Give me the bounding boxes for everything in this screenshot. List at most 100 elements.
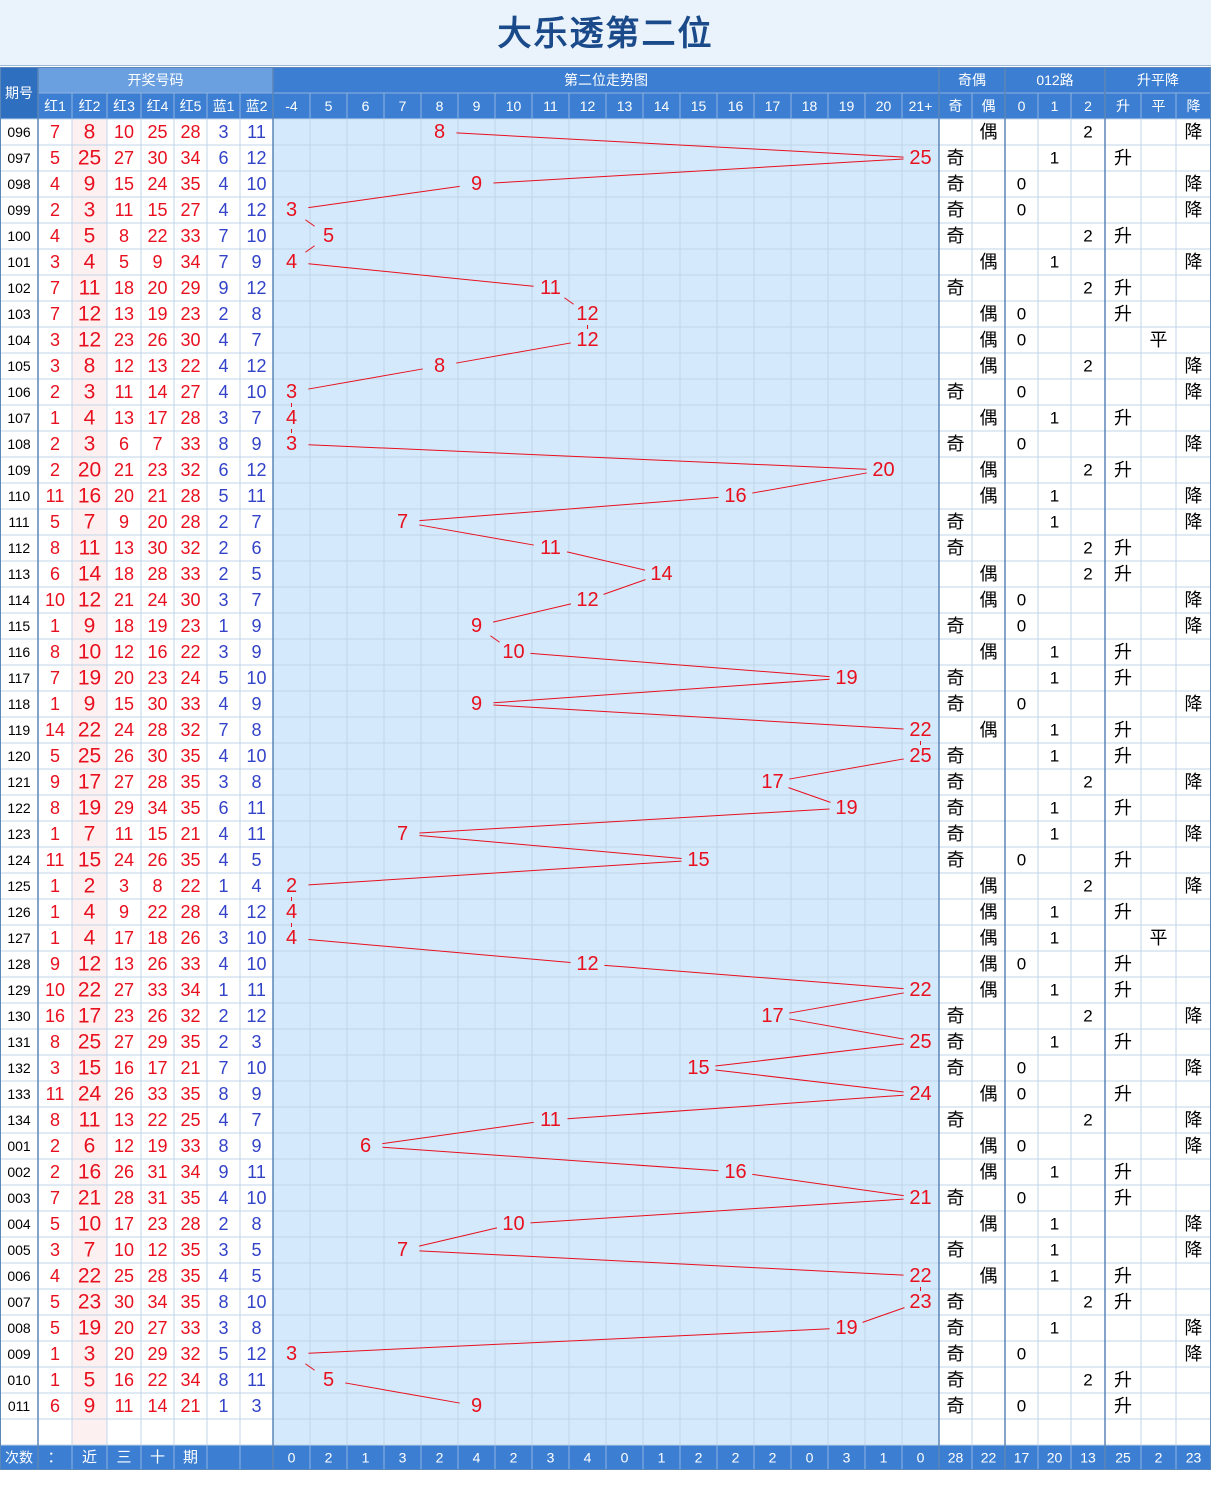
red-ball-cell: 35: [180, 746, 200, 766]
period-cell: 105: [7, 358, 31, 374]
odd-even-mark: 奇: [947, 174, 965, 194]
blue-ball-cell: 7: [218, 252, 228, 272]
red-ball-cell: 33: [180, 564, 200, 584]
blue-ball-cell: 9: [251, 434, 261, 454]
red2-cell: 21: [78, 1187, 101, 1210]
red-ball-cell: 13: [114, 408, 134, 428]
period-cell: 103: [7, 306, 31, 322]
red-ball-cell: 13: [114, 954, 134, 974]
red-ball-cell: 20: [114, 1318, 134, 1338]
road-012-mark: 2: [1083, 461, 1092, 480]
red-ball-cell: 30: [147, 538, 167, 558]
red-ball-cell: 13: [114, 1110, 134, 1130]
red-ball-cell: 9: [50, 772, 60, 792]
blue-ball-cell: 5: [218, 486, 228, 506]
trend-point: 6: [360, 1135, 371, 1157]
period-cell: 005: [7, 1242, 31, 1258]
blue-ball-cell: 8: [251, 1318, 261, 1338]
period-cell: 009: [7, 1346, 31, 1362]
red-ball-cell: 11: [46, 486, 65, 506]
odd-even-mark: 偶: [980, 954, 998, 974]
trend-point: 16: [724, 1161, 746, 1183]
rise-fall-mark: 降: [1185, 512, 1203, 532]
period-cell: 123: [7, 826, 31, 842]
rise-fall-mark: 升: [1114, 1396, 1132, 1416]
header-oe-col: 偶: [982, 98, 996, 114]
red-ball-cell: 35: [180, 772, 200, 792]
blue-ball-cell: 4: [218, 330, 228, 350]
red-ball-cell: 3: [119, 876, 129, 896]
trend-point: 4: [286, 407, 297, 429]
red2-cell: 6: [84, 1135, 96, 1158]
trend-point: 4: [286, 901, 297, 923]
red-ball-cell: 27: [114, 772, 134, 792]
header-odd-even: 奇偶: [958, 72, 986, 88]
red-ball-cell: 6: [50, 564, 60, 584]
trend-segment: [345, 1382, 460, 1404]
footer-count: 22: [981, 1450, 997, 1466]
trend-point: 25: [909, 1031, 931, 1053]
blue-ball-cell: 8: [218, 1370, 228, 1390]
red-ball-cell: 27: [180, 382, 200, 402]
red-ball-cell: 30: [180, 330, 200, 350]
road-012-mark: 0: [1017, 1189, 1026, 1208]
road-012-mark: 1: [1050, 513, 1059, 532]
footer-count: 2: [695, 1450, 703, 1466]
blue-ball-cell: 3: [218, 590, 228, 610]
blue-ball-cell: 2: [218, 1032, 228, 1052]
red-ball-cell: 34: [180, 1370, 200, 1390]
red-ball-cell: 14: [147, 382, 167, 402]
odd-even-mark: 奇: [947, 200, 965, 220]
trend-segment: [419, 808, 830, 834]
trend-segment: [308, 1328, 830, 1354]
blue-ball-cell: 12: [246, 356, 266, 376]
header-numbers: 开奖号码: [128, 72, 184, 88]
blue-ball-cell: 4: [218, 746, 228, 766]
period-cell: 001: [7, 1138, 31, 1154]
red-ball-cell: 30: [147, 148, 167, 168]
footer-count: 28: [948, 1450, 964, 1466]
red-ball-cell: 1: [50, 928, 60, 948]
trend-point: 10: [502, 641, 524, 663]
odd-even-mark: 奇: [947, 1058, 965, 1078]
rise-fall-mark: 升: [1114, 304, 1132, 324]
blue-ball-cell: 3: [218, 642, 228, 662]
rise-fall-mark: 降: [1185, 356, 1203, 376]
red-ball-cell: 13: [114, 304, 134, 324]
red-ball-cell: 1: [50, 1344, 60, 1364]
footer-label: 次数: [5, 1450, 33, 1466]
red-ball-cell: 28: [180, 122, 200, 142]
trend-point: 8: [434, 121, 445, 143]
red-ball-cell: 3: [50, 1058, 60, 1078]
header-ball-col: 蓝2: [246, 98, 268, 114]
trend-point: 19: [835, 797, 857, 819]
red-ball-cell: 35: [180, 174, 200, 194]
red-ball-cell: 19: [147, 304, 167, 324]
red2-cell: 22: [78, 979, 101, 1002]
red-ball-cell: 17: [114, 1214, 134, 1234]
blue-ball-cell: 3: [251, 1396, 261, 1416]
rise-fall-mark: 升: [1114, 1292, 1132, 1312]
red2-cell: 2: [84, 875, 96, 898]
period-cell: 003: [7, 1190, 31, 1206]
red2-cell: 12: [78, 303, 101, 326]
blue-ball-cell: 11: [247, 122, 266, 142]
blue-ball-cell: 6: [218, 460, 228, 480]
red-ball-cell: 19: [147, 616, 167, 636]
trend-segment: [493, 704, 904, 730]
red-ball-cell: 20: [114, 1344, 134, 1364]
header-trend-col: 16: [728, 98, 744, 114]
road-012-mark: 0: [1017, 305, 1026, 324]
road-012-mark: 2: [1083, 773, 1092, 792]
odd-even-mark: 奇: [947, 226, 965, 246]
rise-fall-mark: 降: [1185, 1344, 1203, 1364]
red-ball-cell: 18: [114, 616, 134, 636]
red2-cell: 10: [78, 1213, 101, 1236]
blue-ball-cell: 10: [246, 954, 266, 974]
footer-count: 20: [1047, 1450, 1063, 1466]
odd-even-mark: 奇: [947, 382, 965, 402]
red2-cell: 15: [78, 1057, 101, 1080]
red-ball-cell: 34: [147, 798, 167, 818]
road-012-mark: 1: [1050, 1033, 1059, 1052]
period-cell: 100: [7, 228, 31, 244]
